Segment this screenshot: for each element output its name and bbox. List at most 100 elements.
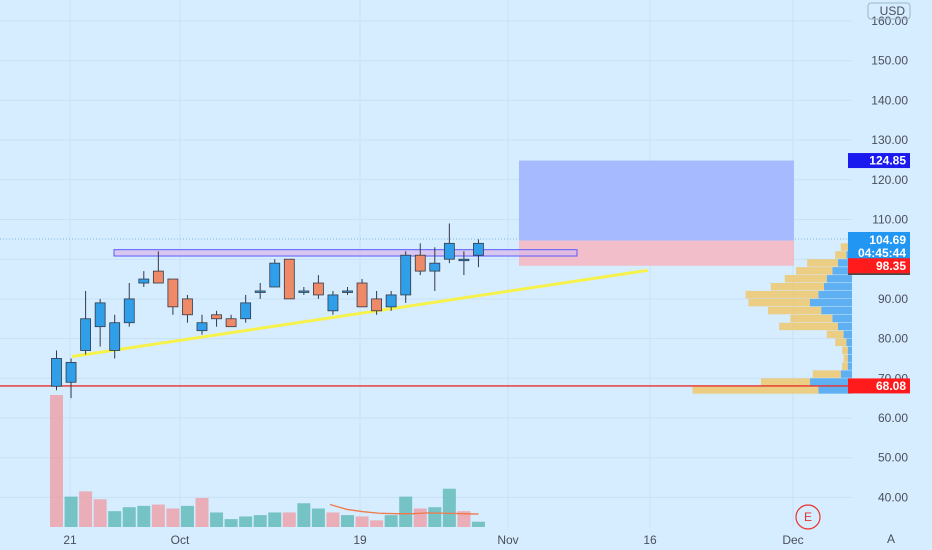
- candle-body: [51, 358, 62, 387]
- volume-profile-bar-up: [840, 370, 852, 378]
- volume-bar: [122, 507, 136, 527]
- volume-profile-bar-down: [843, 354, 848, 362]
- candle-body: [109, 322, 121, 351]
- volume-bar: [180, 505, 194, 527]
- volume-profile-bar-down: [842, 362, 848, 370]
- earnings-marker-icon[interactable]: [795, 504, 821, 530]
- volume-bar: [399, 496, 413, 527]
- volume-profile-bar-down: [826, 330, 844, 339]
- currency-button[interactable]: [867, 2, 911, 20]
- current-price-label: 104.69: [869, 233, 906, 247]
- volume-profile-bar-up: [847, 362, 852, 370]
- price-tick-label: 50.00: [878, 451, 908, 465]
- target-price-label: 124.85: [869, 154, 906, 168]
- candle-body: [65, 362, 77, 383]
- volume-profile-bar-down: [835, 338, 847, 347]
- auto-scale-button[interactable]: A: [887, 532, 895, 546]
- volume-profile-bar-up: [821, 306, 852, 315]
- time-tick-label: 21: [63, 533, 77, 547]
- price-tick-label: 90.00: [878, 292, 908, 306]
- volume-profile-bar-up: [826, 275, 852, 283]
- volume-profile-bar-up: [843, 330, 852, 339]
- volume-moving-average: [329, 503, 479, 515]
- volume-profile-bar-up: [838, 259, 852, 267]
- volume-profile-bar-up: [818, 290, 852, 299]
- volume-bar: [253, 515, 267, 527]
- volume-profile-bar-up: [818, 386, 852, 394]
- volume-profile-bar-down: [745, 290, 819, 299]
- position-zones[interactable]: [519, 160, 794, 266]
- volume-bars: [50, 395, 485, 527]
- volume-profile-bar-down: [835, 251, 847, 259]
- volume-profile-bar-down: [779, 322, 838, 331]
- time-tick-label: 16: [643, 533, 657, 547]
- trendline[interactable]: [71, 268, 649, 358]
- support-price-label: 68.08: [876, 379, 906, 393]
- price-tick-label: 150.00: [871, 54, 908, 68]
- volume-profile-bar-down: [768, 306, 822, 315]
- target-zone[interactable]: [519, 160, 794, 241]
- volume-profile-bar-up: [832, 267, 852, 275]
- volume-bar: [64, 496, 78, 527]
- volume-bar: [355, 516, 369, 527]
- candle-body: [123, 298, 135, 324]
- volume-bar: [195, 497, 209, 527]
- candle-body: [283, 258, 295, 300]
- currency-label[interactable]: USD: [880, 4, 906, 18]
- candle-body: [269, 262, 281, 288]
- candle-body: [167, 278, 179, 308]
- volume-bar: [326, 512, 340, 527]
- price-tick-label: 60.00: [878, 411, 908, 425]
- support-price-badge: [848, 378, 910, 394]
- volume-bar: [108, 511, 122, 527]
- time-tick-label: Nov: [497, 533, 518, 547]
- candle-body: [443, 242, 455, 260]
- candle-body: [356, 282, 368, 308]
- volume-profile-bar-down: [812, 370, 841, 378]
- volume-profile-bar-down: [748, 298, 810, 307]
- volume-bar: [370, 520, 384, 527]
- time-tick-label: 19: [353, 533, 367, 547]
- candle-body: [327, 294, 339, 312]
- candle-body: [94, 302, 106, 328]
- price-tick-label: 130.00: [871, 133, 908, 147]
- candle-body: [298, 290, 310, 293]
- candle-body: [138, 278, 150, 284]
- candle-body: [211, 314, 222, 320]
- volume-bar: [282, 512, 296, 527]
- event-markers[interactable]: E: [795, 504, 821, 530]
- volume-profile-bar-up: [832, 314, 852, 323]
- volume-profile-bar-down: [840, 243, 848, 251]
- volume-bar: [151, 504, 165, 527]
- volume-profile-bar-up: [847, 354, 852, 362]
- volume-bar: [50, 395, 63, 527]
- volume-profile-bar-up: [846, 338, 852, 347]
- time-tick-label: Dec: [782, 533, 803, 547]
- price-tick-label: 120.00: [871, 173, 908, 187]
- resistance-band[interactable]: [113, 249, 578, 257]
- price-axis[interactable]: 40.0050.0060.0070.0080.0090.00100.00110.…: [852, 0, 932, 550]
- volume-profile-bar-up: [838, 322, 852, 331]
- volume-profile-bar-up: [810, 378, 852, 386]
- volume-bar: [428, 507, 442, 527]
- volume-profile-bar-down: [761, 378, 810, 386]
- candle-body: [225, 318, 237, 328]
- candle-body: [473, 242, 484, 256]
- time-axis[interactable]: 21 Oct 19 Nov 16 Dec: [63, 533, 803, 547]
- volume-bar: [297, 503, 311, 527]
- candle-body: [80, 318, 91, 351]
- candle-body: [385, 294, 397, 308]
- stop-price-badge: [848, 258, 910, 274]
- candle-body: [458, 258, 470, 262]
- candles: [51, 223, 484, 399]
- price-tick-label: 160.00: [871, 14, 908, 28]
- volume-profile-bar-down: [790, 314, 833, 323]
- volume-profile-bar-up: [810, 298, 852, 307]
- volume-bar: [166, 508, 180, 527]
- candle-body: [414, 254, 426, 272]
- volume-profile-bar-down: [692, 386, 819, 394]
- drawing-lines[interactable]: [0, 249, 852, 387]
- candle-body: [196, 322, 208, 332]
